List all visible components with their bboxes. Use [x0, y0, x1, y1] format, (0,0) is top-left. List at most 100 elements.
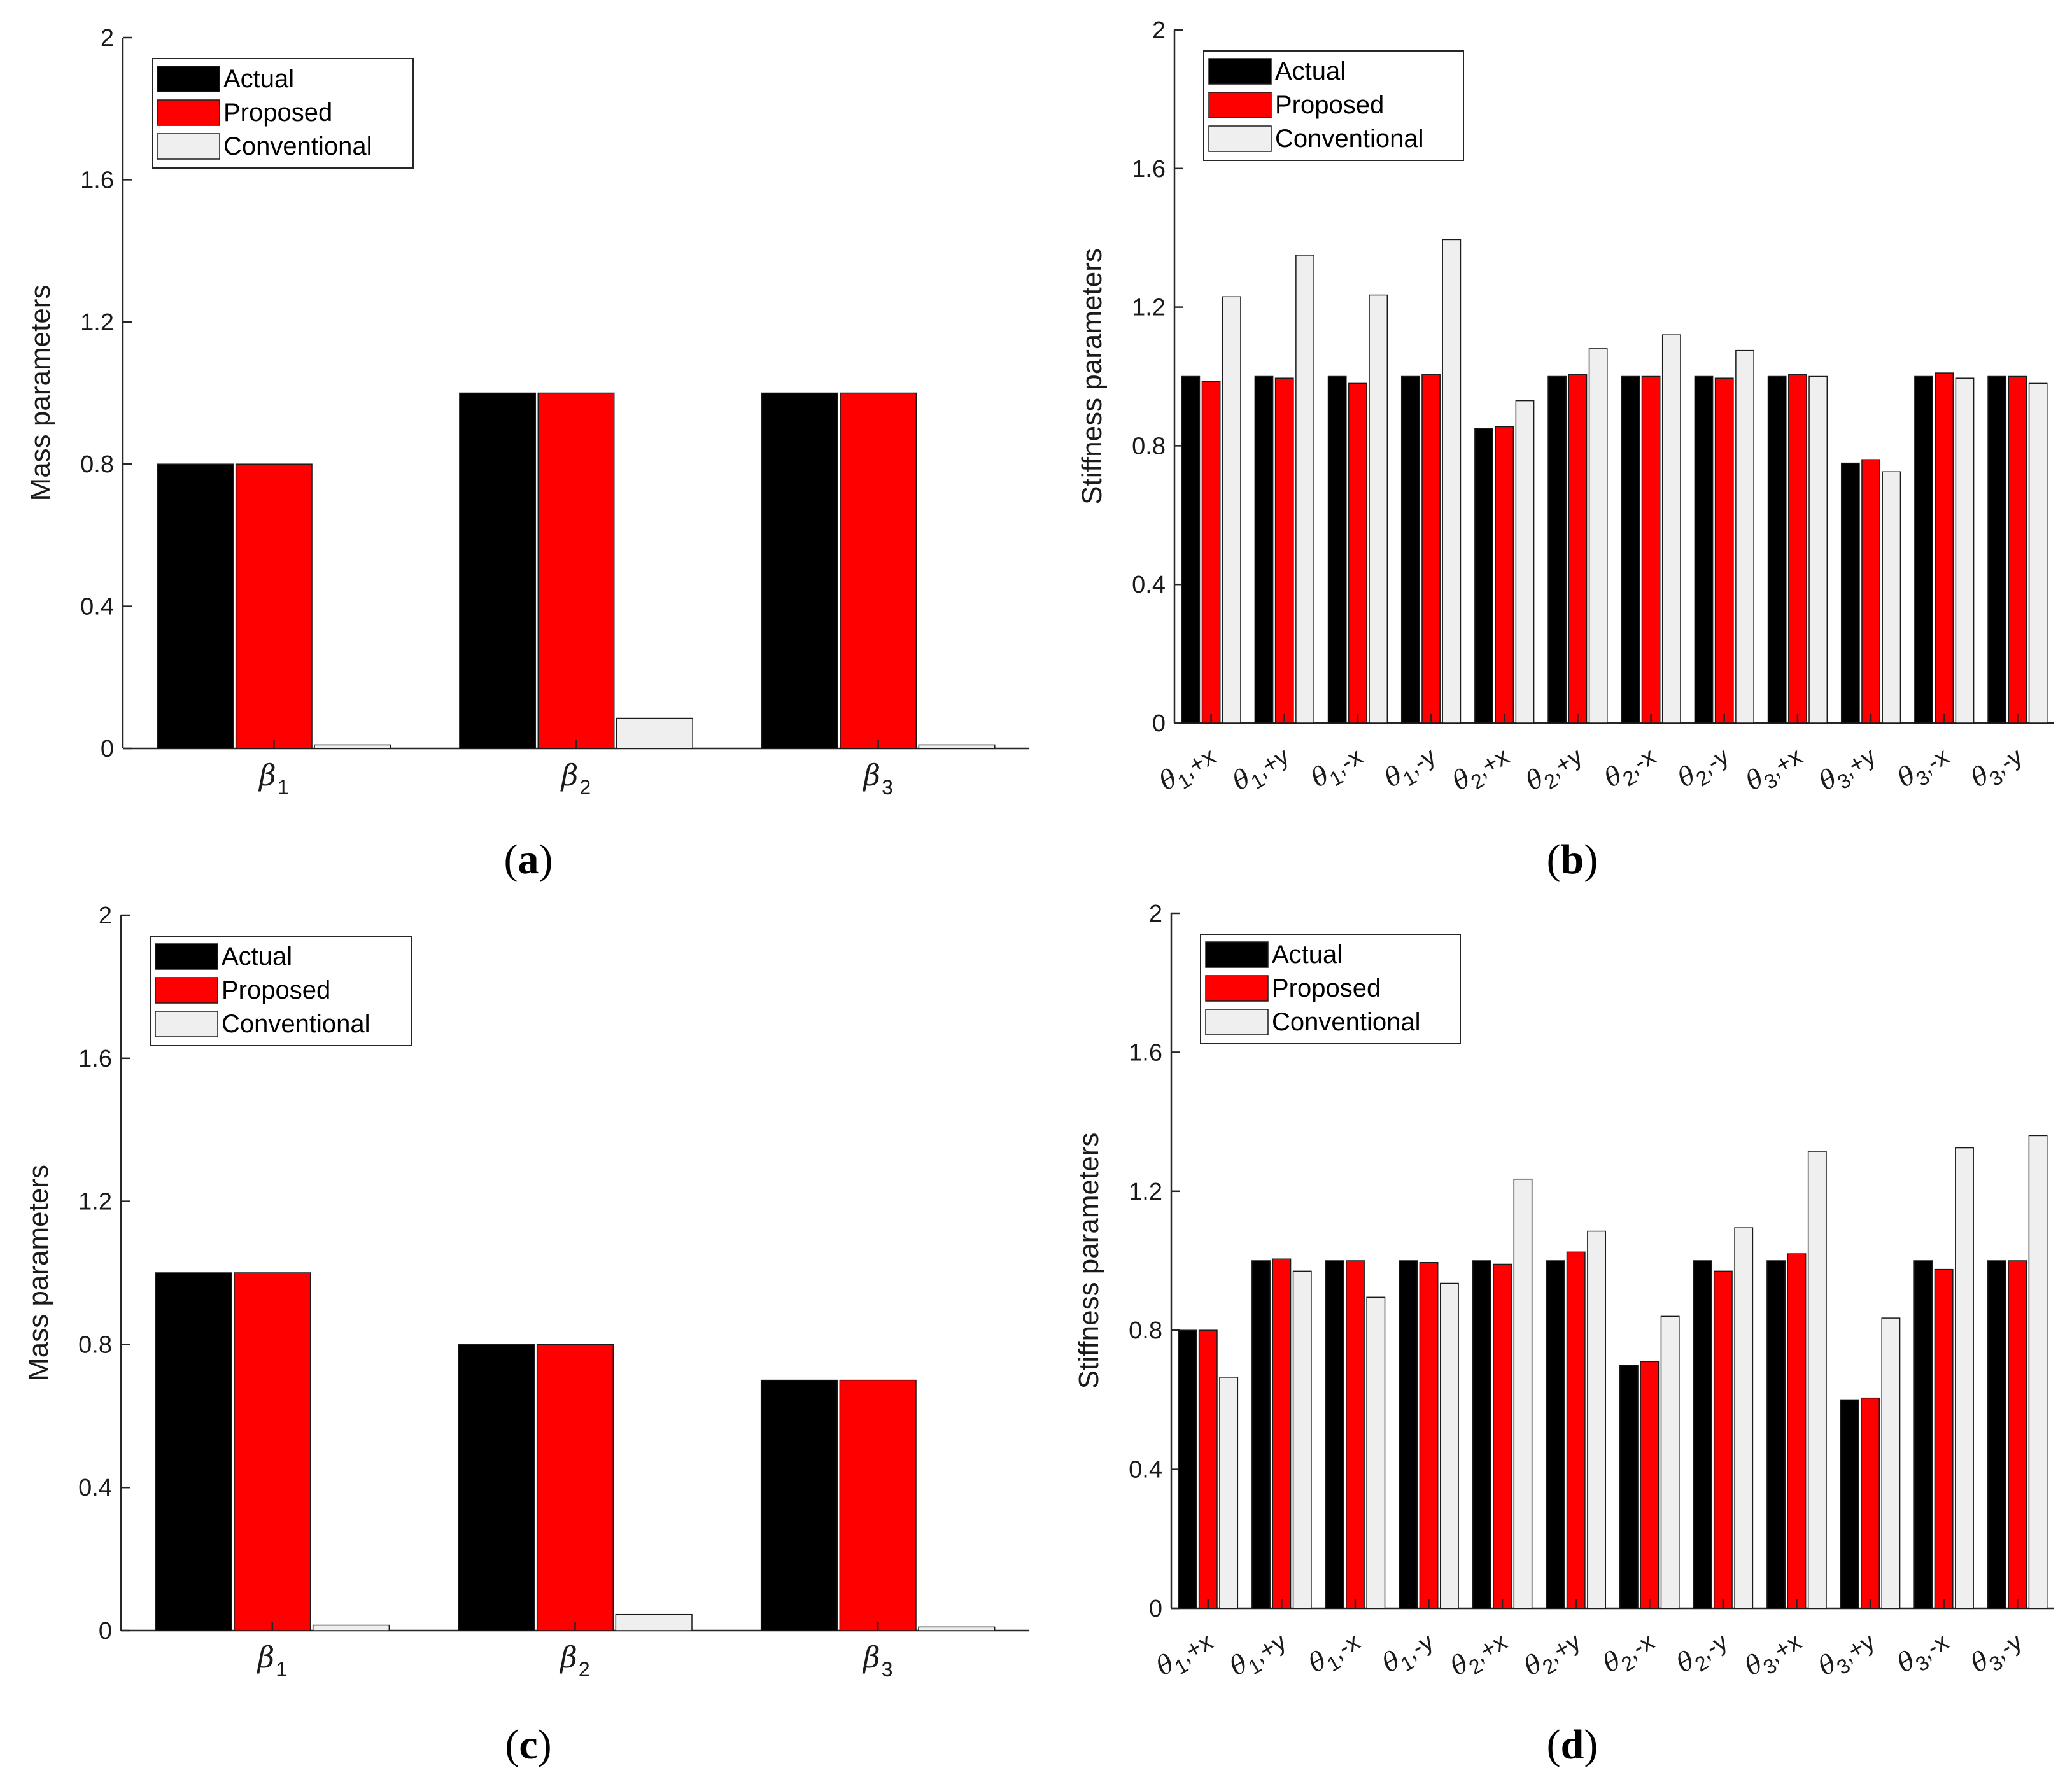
bar-actual: [1987, 1260, 2006, 1609]
bar-conventional: [1661, 334, 1681, 724]
bar-actual: [157, 463, 234, 749]
x-tick-label: θ3,+y: [1814, 1627, 1883, 1687]
bar-conventional: [1442, 239, 1462, 724]
y-tick-label: 2: [99, 902, 112, 929]
legend-swatch-conventional: [157, 133, 220, 160]
bar-proposed: [1198, 1329, 1218, 1609]
bar-proposed: [2008, 1260, 2027, 1609]
legend-label-actual: Actual: [1272, 941, 1343, 969]
bar-conventional: [615, 1613, 693, 1631]
bar-proposed: [1714, 377, 1734, 724]
bar-actual: [1327, 375, 1347, 724]
bar-conventional: [1439, 1282, 1459, 1609]
bar-proposed: [536, 1344, 614, 1631]
legend-swatch-proposed: [1208, 92, 1272, 118]
bar-conventional: [1955, 377, 1975, 724]
x-tick-label: θ2,+y: [1521, 741, 1590, 801]
bar-actual: [1178, 1329, 1197, 1609]
legend-label-actual: Actual: [223, 65, 294, 93]
legend-swatch-proposed: [1205, 975, 1269, 1002]
bar-proposed: [1787, 1253, 1807, 1609]
x-tick-label: θ2,+x: [1446, 1627, 1515, 1687]
bar-actual: [1913, 1260, 1933, 1609]
x-tick-label: θ2,-x: [1600, 741, 1663, 799]
x-tick-label: β3: [862, 1640, 892, 1681]
legend-label-proposed: Proposed: [223, 99, 332, 127]
x-tick-label: θ1,-y: [1379, 741, 1443, 799]
legend-label-conventional: Conventional: [1272, 1008, 1421, 1036]
bar-proposed: [1495, 426, 1514, 724]
bar-proposed: [537, 392, 615, 749]
bar-actual: [1400, 375, 1420, 724]
bar-actual: [1766, 1260, 1786, 1609]
legend-swatch-conventional: [1208, 125, 1272, 152]
y-tick-label: 2: [1152, 17, 1166, 44]
bar-actual: [1619, 1365, 1639, 1609]
bar-conventional: [1366, 1296, 1386, 1609]
x-tick-label: θ3,+y: [1814, 741, 1884, 801]
y-tick-label: 1.6: [1129, 1039, 1162, 1066]
bar-proposed: [840, 392, 917, 749]
bar-proposed: [1274, 377, 1294, 724]
panel-label-a: (a): [504, 836, 553, 883]
bar-conventional: [1660, 1315, 1680, 1609]
y-tick-label: 1.6: [1132, 156, 1166, 183]
bar-actual: [760, 1379, 838, 1631]
x-tick-label: θ3,-y: [1966, 741, 2030, 799]
y-tick-label: 0: [99, 1618, 112, 1645]
bar-proposed: [1419, 1261, 1439, 1609]
y-tick-label: 0.8: [78, 1331, 112, 1358]
bar-actual: [1547, 375, 1567, 724]
bar-conventional: [918, 744, 996, 749]
bar-actual: [1251, 1260, 1271, 1609]
bar-proposed: [1788, 374, 1807, 724]
y-tick-label: 1.2: [1129, 1179, 1162, 1205]
bar-conventional: [918, 1626, 996, 1631]
y-axis-label: Mass parameters: [25, 285, 56, 502]
y-tick-label: 0.4: [1132, 572, 1166, 598]
y-tick-label: 0.4: [78, 1475, 112, 1501]
bar-conventional: [2028, 1135, 2048, 1609]
bar-proposed: [1201, 381, 1221, 724]
x-tick-label: θ2,+x: [1448, 741, 1517, 801]
x-tick-label: β1: [257, 1640, 287, 1681]
panel-label-d: (d): [1547, 1722, 1598, 1768]
y-tick-label: 0: [101, 736, 114, 762]
bar-conventional: [616, 717, 693, 749]
bar-conventional: [1587, 1230, 1607, 1609]
bar-proposed: [1861, 459, 1880, 724]
bar-conventional: [1734, 1227, 1754, 1609]
bar-conventional: [2028, 382, 2048, 724]
x-tick-label: θ1,+y: [1228, 741, 1297, 801]
legend-label-proposed: Proposed: [1275, 91, 1384, 119]
legend-label-actual: Actual: [1275, 57, 1346, 85]
bar-conventional: [1292, 1270, 1312, 1609]
bar-proposed: [2008, 375, 2027, 724]
y-tick-label: 0.4: [1129, 1457, 1162, 1484]
x-tick-label: θ1,+x: [1154, 741, 1223, 801]
x-tick-label: θ2,+y: [1519, 1627, 1589, 1687]
x-tick-label: θ3,-x: [1892, 1627, 1956, 1684]
x-tick-label: β2: [560, 758, 591, 799]
panel-label-b: (b): [1547, 836, 1598, 883]
y-tick-label: 1.6: [80, 167, 114, 193]
panel-label-c: (c): [505, 1722, 551, 1768]
legend-label-conventional: Conventional: [223, 132, 372, 160]
bar-conventional: [312, 1624, 390, 1631]
bar-actual: [458, 1344, 535, 1631]
x-tick-label: β1: [258, 758, 288, 799]
legend-swatch-proposed: [155, 977, 218, 1004]
x-tick-label: θ3,+x: [1740, 1627, 1809, 1687]
bar-proposed: [1346, 1260, 1365, 1609]
legend-swatch-proposed: [157, 99, 220, 126]
bar-actual: [1181, 375, 1201, 724]
bar-proposed: [234, 1272, 311, 1631]
bar-actual: [1474, 428, 1493, 724]
bar-proposed: [1568, 374, 1588, 724]
bar-proposed: [1641, 375, 1661, 724]
bar-conventional: [1588, 348, 1608, 724]
bar-proposed: [235, 463, 313, 749]
bar-proposed: [1935, 372, 1954, 724]
